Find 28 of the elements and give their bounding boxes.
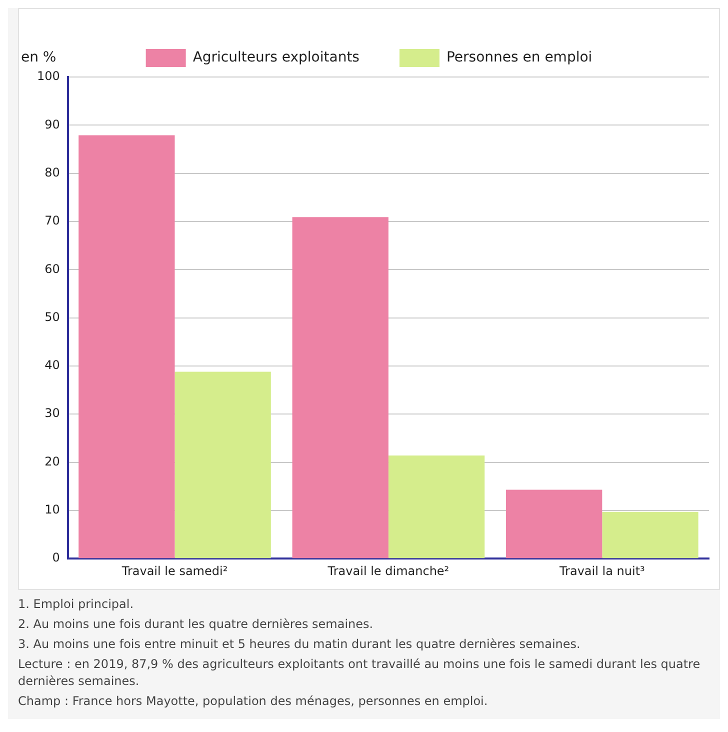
legend-label: Agriculteurs exploitants — [192, 50, 360, 66]
y-tick-label: 10 — [44, 502, 60, 517]
bar — [174, 372, 271, 558]
legend-label: Personnes en emploi — [446, 50, 592, 66]
bar — [506, 490, 602, 558]
bar — [78, 135, 175, 558]
y-tick-label: 70 — [44, 214, 60, 228]
y-tick-label: 30 — [44, 406, 60, 420]
y-tick-label: 0 — [52, 550, 60, 565]
x-tick-label: Travail le dimanche² — [326, 564, 450, 578]
bar — [292, 217, 388, 558]
y-tick-label: 20 — [44, 454, 60, 468]
y-tick-label: 90 — [44, 117, 60, 132]
text: 2. Au moins une fois durant les quatre dernières semaines. — [18, 616, 374, 633]
text: Lecture : en 2019, 87,9 % des agriculteurs exploitants ont travaillé au moins une fois le samedi durant les quatre dernières semaines. — [18, 656, 702, 690]
y-axis-title: en % — [21, 50, 56, 66]
x-tick-label: Travail la nuit³ — [558, 564, 646, 578]
text: 3. Au moins une fois entre minuit et 5 heures du matin durant les quatre dernières semaines. — [18, 636, 582, 653]
y-tick-label: 40 — [44, 358, 60, 372]
y-tick-label: 60 — [44, 262, 60, 276]
y-tick-label: 80 — [44, 165, 60, 180]
bar — [602, 512, 698, 558]
text: Champ : France hors Mayotte, population des ménages, personnes en emploi. — [18, 693, 489, 710]
bar — [388, 456, 485, 558]
y-tick-label: 50 — [44, 310, 60, 324]
y-tick-label: 100 — [37, 69, 60, 84]
text: 1. Emploi principal. — [18, 596, 135, 613]
x-tick-label: Travail le samedi² — [120, 564, 228, 578]
